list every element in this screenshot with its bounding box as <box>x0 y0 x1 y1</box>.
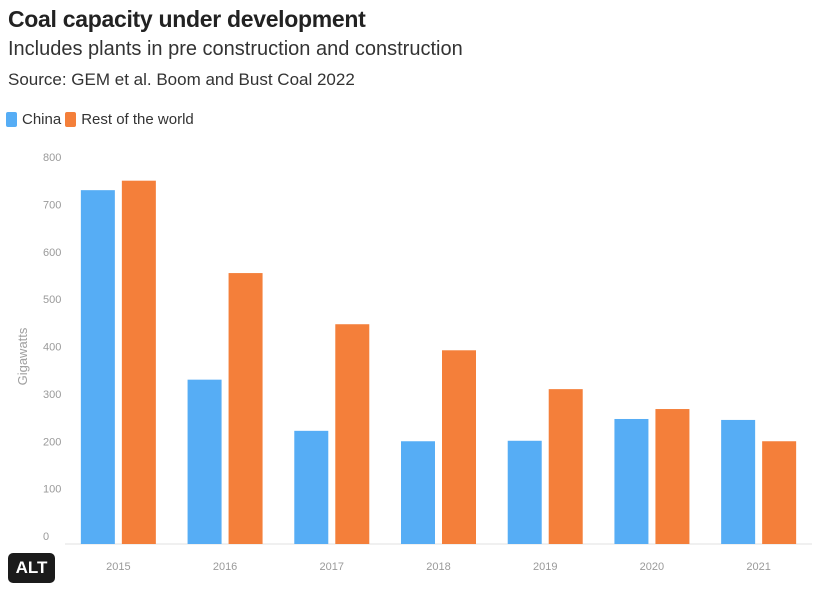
alt-text-button[interactable]: ALT <box>8 553 55 583</box>
chart-source: Source: GEM et al. Boom and Bust Coal 20… <box>8 70 355 89</box>
y-tick-label: 500 <box>43 294 61 306</box>
legend-label-china: China <box>22 111 62 128</box>
bar-china-2015 <box>80 190 115 544</box>
x-tick-label: 2015 <box>106 561 130 573</box>
x-tick-label: 2017 <box>320 561 344 573</box>
legend-swatch-rest-of-world <box>65 112 77 127</box>
bar-rest-of-world-2015 <box>121 180 156 544</box>
x-tick-label: 2019 <box>533 561 557 573</box>
bar-rest-of-world-2021 <box>762 441 797 544</box>
bar-china-2017 <box>294 430 329 544</box>
bar-rest-of-world-2020 <box>655 409 690 544</box>
y-tick-label: 800 <box>43 152 61 164</box>
bar-rest-of-world-2016 <box>228 273 263 544</box>
bar-rest-of-world-2017 <box>335 324 370 544</box>
legend-label-rest-of-world: Rest of the world <box>81 111 194 128</box>
y-tick-label: 100 <box>43 484 61 496</box>
bar-chart: 0 100 200 300 400 500 600 700 800 Gigawatts 2015 20… <box>15 152 812 573</box>
y-tick-label: 0 <box>43 531 49 543</box>
y-tick-label: 600 <box>43 247 61 259</box>
chart-title: Coal capacity under development <box>8 6 366 32</box>
legend: China Rest of the world <box>6 111 198 128</box>
x-tick-label: 2021 <box>746 561 770 573</box>
bar-china-2016 <box>187 379 222 544</box>
bar-china-2020 <box>614 418 649 544</box>
x-tick-label: 2020 <box>640 561 664 573</box>
y-tick-label: 400 <box>43 342 61 354</box>
legend-item-rest-of-world[interactable]: Rest of the world <box>65 111 194 128</box>
legend-swatch-china <box>6 112 17 127</box>
bar-china-2019 <box>507 440 542 544</box>
y-tick-label: 200 <box>43 436 61 448</box>
y-tick-label: 700 <box>43 199 61 211</box>
legend-item-china[interactable]: China <box>6 111 61 128</box>
x-tick-label: 2018 <box>426 561 450 573</box>
y-tick-label: 300 <box>43 389 61 401</box>
y-axis-label: Gigawatts <box>15 327 30 385</box>
bar-china-2018 <box>401 441 435 544</box>
bar-china-2021 <box>721 419 756 544</box>
chart-subtitle: Includes plants in pre construction and … <box>8 38 463 60</box>
x-tick-label: 2016 <box>213 561 237 573</box>
bar-rest-of-world-2018 <box>442 350 476 544</box>
bar-rest-of-world-2019 <box>548 389 583 544</box>
